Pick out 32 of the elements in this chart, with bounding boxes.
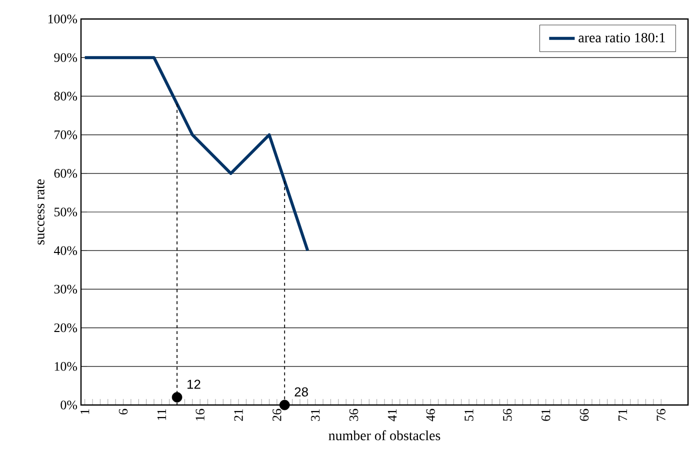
y-tick-label: 60% (54, 169, 78, 178)
y-tick-label: 100% (48, 14, 78, 24)
x-tick-label: 1 (80, 409, 90, 414)
y-tick-label: 40% (54, 246, 78, 255)
x-tick-label: 61 (542, 409, 550, 421)
x-tick-label: 36 (349, 408, 358, 421)
y-tick-label: 90% (54, 53, 78, 62)
y-tick-label: 80% (54, 92, 78, 101)
y-tick-label: 10% (54, 362, 78, 371)
x-tick-label: 6 (118, 408, 128, 414)
x-tick-label: 71 (618, 409, 627, 421)
x-tick-label: 76 (656, 408, 666, 421)
x-tick-label: 21 (234, 409, 243, 421)
y-tick-label: 30% (54, 284, 78, 294)
x-axis-title: number of obstacles (328, 430, 440, 440)
x-tick-label: 26 (272, 408, 282, 421)
x-tick-label: 41 (388, 409, 396, 422)
annotation: 12 (188, 380, 200, 389)
y-tick-label: 20% (54, 323, 78, 332)
x-tick-label: 46 (426, 408, 435, 422)
x-tick-label: 16 (196, 408, 204, 420)
y-tick-label: 50% (54, 208, 78, 216)
x-tick-label: 31 (310, 409, 320, 421)
annotation: 28 (294, 387, 308, 396)
x-tick-label: 11 (157, 409, 166, 420)
y-axis-title: success rate (36, 179, 44, 245)
x-tick-label: 66 (580, 408, 589, 421)
legend-label: area ratio 180:1 (578, 32, 665, 42)
x-tick-label: 51 (464, 409, 474, 421)
y-tick-label: 0% (60, 400, 78, 410)
y-tick-label: 70% (54, 130, 78, 140)
x-tick-label: 56 (503, 408, 512, 421)
